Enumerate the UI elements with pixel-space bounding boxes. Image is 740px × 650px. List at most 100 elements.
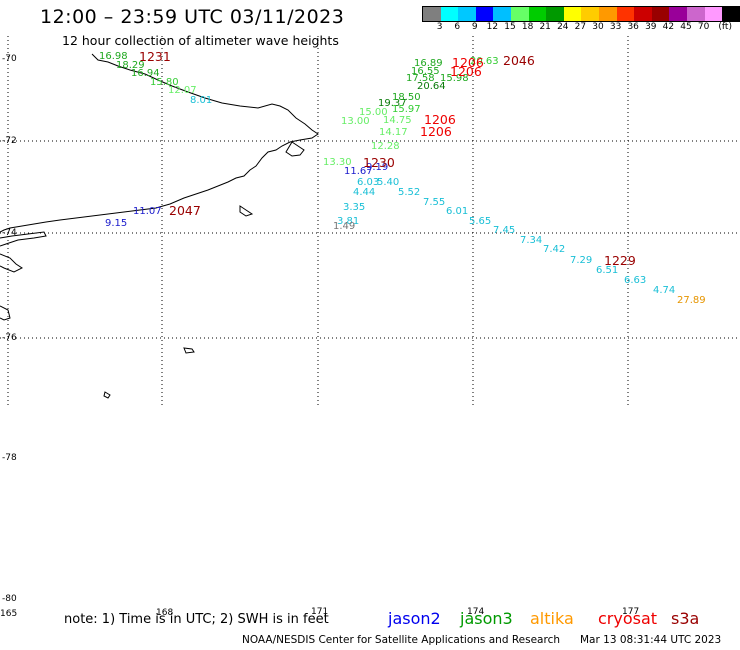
colorbar bbox=[422, 6, 740, 22]
colorbar-label: 12 bbox=[486, 22, 499, 32]
colorbar-labels: 3 6 9 12 15 18 21 24 27 30 33 36 39 42 45 70 (ft) bbox=[422, 22, 740, 34]
map-title: 12:00 – 23:59 UTC 03/11/2023 bbox=[40, 6, 345, 28]
pass-time-label: 1230 bbox=[363, 155, 395, 170]
generation-timestamp: Mar 13 08:31:44 UTC 2023 bbox=[580, 634, 722, 646]
legend-jason3: jason3 bbox=[460, 609, 513, 628]
colorbar-label: 15 bbox=[504, 22, 516, 32]
colorbar-label: 70 bbox=[697, 22, 710, 32]
colorbar-label: 3 bbox=[436, 22, 443, 32]
wave-height-label: 3.35 bbox=[343, 202, 366, 213]
wave-height-label: 16.89 bbox=[414, 58, 443, 69]
pass-time-label: 1206 bbox=[420, 124, 452, 139]
latitude-label: -70 bbox=[2, 54, 17, 64]
colorbar-label: 42 bbox=[662, 22, 675, 32]
colorbar-swatch bbox=[634, 7, 652, 21]
colorbar-label: 18 bbox=[521, 22, 534, 32]
colorbar-label: 6 bbox=[454, 22, 461, 32]
colorbar-swatch bbox=[510, 7, 529, 21]
map-canvas bbox=[0, 36, 740, 405]
wave-height-label: 5.40 bbox=[377, 177, 400, 188]
longitude-label: 174 bbox=[467, 607, 485, 617]
colorbar-label: 39 bbox=[645, 22, 657, 32]
colorbar-label: 45 bbox=[680, 22, 692, 32]
pass-time-label: 1229 bbox=[604, 253, 636, 268]
colorbar-label: (ft) bbox=[718, 22, 732, 32]
wave-height-label: 1.49 bbox=[333, 221, 356, 232]
latitude-label: -74 bbox=[2, 228, 17, 238]
colorbar-label: 30 bbox=[592, 22, 604, 32]
longitude-label: 165 bbox=[0, 609, 18, 619]
wave-height-label: 15.98 bbox=[440, 73, 469, 84]
colorbar-swatch bbox=[458, 7, 476, 21]
colorbar-swatch bbox=[616, 7, 635, 21]
wave-height-label: 15.97 bbox=[392, 104, 421, 115]
wave-height-label: 6.63 bbox=[624, 275, 647, 286]
map-subtitle: 12 hour collection of altimeter wave hei… bbox=[62, 33, 339, 48]
colorbar-swatch bbox=[598, 7, 617, 21]
wave-height-label: 5.65 bbox=[469, 216, 492, 227]
wave-height-label: 11.67 bbox=[344, 166, 373, 177]
wave-height-label: 7.45 bbox=[493, 225, 516, 236]
legend-altika: altika bbox=[530, 609, 574, 628]
coastline bbox=[0, 53, 319, 399]
colorbar-swatch bbox=[722, 7, 740, 21]
legend-jason2: jason2 bbox=[388, 609, 441, 628]
wave-height-label: 14.75 bbox=[383, 115, 412, 126]
colorbar-swatch bbox=[493, 7, 511, 21]
wave-height-label: 14.17 bbox=[379, 127, 408, 138]
wave-height-label: 7.29 bbox=[570, 255, 593, 266]
wave-height-label: 12.07 bbox=[168, 85, 197, 96]
colorbar-swatch bbox=[563, 7, 582, 21]
wave-height-label: 12.28 bbox=[371, 141, 400, 152]
graticule bbox=[0, 36, 740, 405]
colorbar-label: 9 bbox=[471, 22, 478, 32]
colorbar-label: 33 bbox=[609, 22, 622, 32]
longitude-label: 171 bbox=[311, 607, 329, 617]
colorbar-swatch bbox=[669, 7, 687, 21]
colorbar-swatch bbox=[651, 7, 670, 21]
wave-height-label: 18.50 bbox=[392, 92, 421, 103]
wave-height-label: 27.89 bbox=[677, 295, 706, 306]
colorbar-label: 27 bbox=[574, 22, 587, 32]
pass-time-label: 2046 bbox=[503, 53, 535, 68]
wave-height-label: 16.55 bbox=[411, 66, 440, 77]
colorbar-swatch bbox=[440, 7, 459, 21]
legend-s3a: s3a bbox=[671, 609, 700, 628]
wave-height-label: 20.64 bbox=[417, 81, 446, 92]
wave-height-label: 9.19 bbox=[366, 162, 389, 173]
wave-height-label: 17.58 bbox=[406, 73, 435, 84]
longitude-label: 177 bbox=[622, 607, 640, 617]
wave-height-label: 13.30 bbox=[323, 157, 352, 168]
wave-height-label: 16.98 bbox=[99, 51, 128, 62]
wave-height-label: 16.94 bbox=[131, 68, 160, 79]
wave-height-label: 19.37 bbox=[378, 98, 407, 109]
footer-note: note: 1) Time is in UTC; 2) SWH is in fe… bbox=[64, 612, 329, 627]
colorbar-label: 24 bbox=[557, 22, 569, 32]
latitude-label: -76 bbox=[2, 333, 17, 343]
wave-height-label: 15.00 bbox=[359, 107, 388, 118]
wave-height-label: 20.63 bbox=[470, 56, 499, 67]
pass-time-label: 1206 bbox=[452, 55, 484, 70]
wave-height-label: 4.44 bbox=[353, 187, 376, 198]
wave-height-label: 6.51 bbox=[596, 265, 619, 276]
colorbar-swatch bbox=[581, 7, 599, 21]
wave-height-label: 15.80 bbox=[150, 77, 179, 88]
longitude-label: 168 bbox=[156, 608, 174, 618]
wave-height-label: 9.15 bbox=[105, 218, 128, 229]
colorbar-swatch bbox=[686, 7, 705, 21]
latitude-label: -80 bbox=[2, 594, 17, 604]
colorbar-swatch bbox=[546, 7, 564, 21]
pass-time-label: 2047 bbox=[169, 203, 201, 218]
wave-height-label: 7.42 bbox=[543, 244, 566, 255]
colorbar-swatch bbox=[475, 7, 494, 21]
pass-time-label: 1206 bbox=[424, 112, 456, 127]
latitude-label: -72 bbox=[2, 136, 17, 146]
wave-height-label: 7.55 bbox=[423, 197, 446, 208]
legend-cryosat: cryosat bbox=[598, 609, 658, 628]
pass-time-label: 1206 bbox=[450, 64, 482, 79]
wave-height-label: 11.07 bbox=[133, 206, 162, 217]
wave-height-label: 3.81 bbox=[337, 216, 360, 227]
wave-height-label: 8.01 bbox=[190, 95, 213, 106]
colorbar-swatch bbox=[423, 7, 441, 21]
wave-height-label: 6.01 bbox=[446, 206, 469, 217]
